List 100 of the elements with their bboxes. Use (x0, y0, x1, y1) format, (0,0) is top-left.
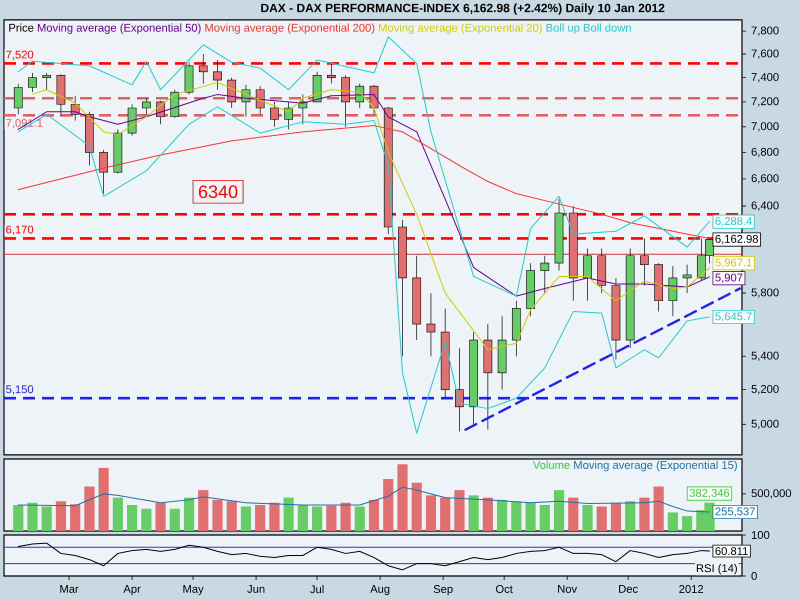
y-tick-label: 6,400 (752, 201, 779, 211)
data-label: 382,346 (690, 488, 730, 498)
bar (368, 500, 380, 531)
text: Moving average (Exponential 50) (38, 23, 201, 34)
y-tick-label: 7,400 (752, 73, 779, 82)
bar (668, 512, 678, 531)
bar (56, 501, 66, 531)
bar (440, 498, 450, 531)
candlestick (640, 238, 649, 286)
data-label: 255,537 (715, 507, 755, 517)
x-tick-label: 2012 (679, 585, 704, 593)
candlestick (326, 63, 336, 84)
y-tick-label: 7,000 (752, 122, 779, 132)
bar (540, 505, 550, 531)
candlestick (142, 98, 151, 115)
x-tick-label: Apr (123, 585, 141, 596)
x-tick-label: Mar (60, 585, 79, 593)
bar (98, 468, 109, 531)
bar (610, 502, 622, 531)
x-tick-label: Nov (558, 585, 578, 593)
bar (354, 506, 365, 531)
y-tick-label: 0 (752, 572, 757, 580)
bar (639, 498, 650, 531)
bar (482, 498, 493, 531)
bar (497, 500, 508, 531)
bar (568, 498, 578, 531)
candlestick (540, 255, 550, 294)
text: Boll down (584, 23, 631, 32)
y-tick-label: 5,400 (752, 352, 779, 361)
ref-line-label: 5,150 (6, 385, 34, 395)
series-label: Volume (532, 460, 570, 469)
bar (127, 505, 138, 531)
bar (596, 506, 607, 531)
annotation: 6340 (198, 185, 238, 198)
bar (454, 490, 464, 531)
bar (226, 501, 237, 531)
bar (312, 506, 322, 531)
bar (42, 506, 52, 531)
bar (682, 516, 692, 531)
y-tick-label: 7,200 (752, 97, 779, 107)
x-tick-label: Oct (496, 585, 513, 593)
text: Boll up (546, 23, 580, 34)
candlestick (42, 72, 52, 90)
candlestick (370, 84, 378, 115)
bar (141, 508, 152, 531)
bar (198, 490, 208, 531)
candlestick (455, 348, 464, 432)
bar (184, 498, 194, 531)
data-label: 6,288.4 (715, 217, 752, 226)
bar (298, 505, 308, 531)
ref-line-label: 6,170 (6, 226, 34, 235)
data-label: 5,967.1 (715, 258, 752, 268)
x-tick-label: Dec (619, 585, 638, 593)
candlestick (668, 266, 678, 317)
bar (112, 498, 123, 531)
x-tick-label: Jul (310, 585, 324, 594)
candlestick (270, 102, 279, 128)
candlestick (28, 72, 37, 92)
bar (13, 505, 24, 531)
chart-title: DAX - DAX PERFORMANCE-INDEX 6,162.98 (+2.42%) Daily 10 Jan 2012 (261, 3, 664, 15)
bar (212, 500, 223, 531)
candlestick (14, 83, 23, 115)
bar (240, 506, 252, 531)
bar (383, 479, 394, 531)
text: Moving average (Exponential 15) (574, 460, 737, 472)
text: 6,162.98 (715, 234, 758, 244)
data-label: 5,907 (715, 274, 742, 283)
candlestick (198, 54, 208, 84)
ref-line-label: 7,520 (6, 50, 34, 60)
candlestick (583, 248, 592, 302)
candlestick (284, 102, 293, 130)
bar (525, 502, 536, 531)
y-tick-label: 500,000 (752, 489, 792, 499)
bar (625, 501, 636, 531)
bar (654, 486, 664, 531)
bar (70, 504, 80, 531)
bar (397, 464, 408, 531)
text: Price (9, 23, 34, 32)
text: Moving average (Exponential 20) (379, 23, 542, 34)
candlestick (426, 292, 436, 357)
data-label: 5,645.7 (715, 312, 752, 322)
bar (27, 502, 38, 531)
legend-label: RSI (14) (696, 564, 737, 574)
x-tick-label: Sep (434, 585, 453, 596)
y-tick-label: 7,800 (752, 26, 779, 36)
y-tick-label: 5,000 (752, 420, 779, 429)
bar (326, 506, 336, 531)
bar (170, 508, 180, 531)
bar (426, 495, 436, 531)
bar (284, 498, 294, 531)
y-tick-label: 7,600 (752, 49, 779, 59)
bar (84, 486, 94, 531)
bar (255, 505, 266, 531)
bar (412, 482, 422, 531)
bar (155, 502, 166, 531)
x-tick-label: Aug (370, 585, 390, 596)
bar (340, 502, 351, 531)
x-tick-label: Jun (247, 585, 264, 593)
y-tick-label: 6,600 (752, 174, 779, 184)
bar (554, 490, 564, 531)
